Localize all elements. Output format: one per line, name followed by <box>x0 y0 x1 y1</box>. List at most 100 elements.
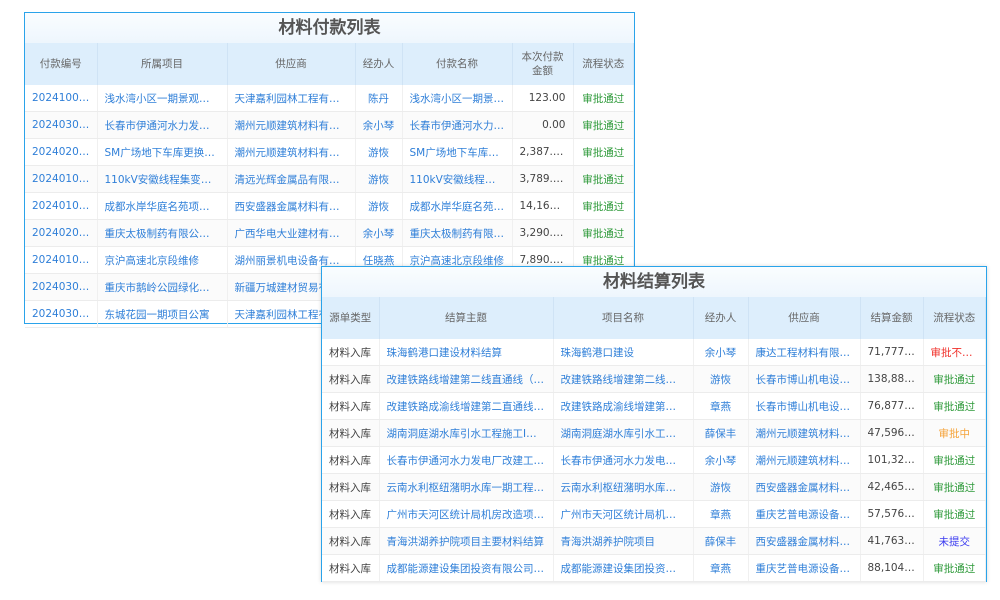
payment-cell-付款编号[interactable]: 2024010009 <box>25 192 98 220</box>
payment-cell-付款名称[interactable]: 110kV安徽线程集变开断 <box>402 165 513 193</box>
payment-cell-付款名称[interactable]: SM广场地下车库更换摄像头 <box>402 138 513 166</box>
settlement-cell-项目名称[interactable]: 改建铁路成渝线增建第二直通线 <box>553 392 694 420</box>
settlement-cell-经办人[interactable]: 余小琴 <box>693 446 749 474</box>
payment-cell-付款编号[interactable]: 2024100001 <box>25 85 98 112</box>
table-row[interactable]: 材料入库湖南洞庭湖水库引水工程施工I标材料结算湖南洞庭湖水库引水工程施工薛保丰潮… <box>322 419 986 447</box>
payment-cell-所属项目[interactable]: 110kV安徽线程集变开断工程 <box>97 165 228 193</box>
settlement-cell-项目名称[interactable]: 珠海鹤港口建设 <box>553 339 694 366</box>
payment-cell-所属项目[interactable]: 成都水岸华庭名苑项目工程 <box>97 192 228 220</box>
payment-cell-付款编号[interactable]: 2024010010 <box>25 165 98 193</box>
settlement-cell-结算主题[interactable]: 改建铁路线增建第二线直通线（成都）材料结算 <box>379 365 554 393</box>
payment-cell-付款编号[interactable]: 2024020012 <box>25 138 98 166</box>
payment-cell-所属项目[interactable]: 长春市伊通河水力发电厂改建工程 <box>97 111 228 139</box>
payment-cell-付款编号[interactable]: 2024030006 <box>25 300 98 328</box>
settlement-cell-供应商[interactable]: 潮州元顺建筑材料有限公司 <box>748 446 861 474</box>
settlement-cell-供应商[interactable]: 长春市博山机电设备有限公司 <box>748 392 861 420</box>
settlement-cell-项目名称[interactable]: 青海洪湖养护院项目 <box>553 527 694 555</box>
payment-cell-付款编号[interactable]: 2024020011 <box>25 219 98 247</box>
payment-cell-经办人[interactable]: 游恢 <box>355 165 403 193</box>
settlement-cell-经办人[interactable]: 游恢 <box>693 365 749 393</box>
column-header[interactable]: 供应商 <box>227 43 356 85</box>
payment-cell-供应商[interactable]: 潮州元顺建筑材料有限公司 <box>227 138 356 166</box>
payment-cell-经办人[interactable]: 陈丹 <box>355 85 403 112</box>
column-header[interactable]: 供应商 <box>748 297 861 339</box>
payment-cell-所属项目[interactable]: 东城花园一期项目公寓 <box>97 300 228 328</box>
column-header[interactable]: 流程状态 <box>573 43 634 85</box>
column-header[interactable]: 流程状态 <box>923 297 986 339</box>
table-row[interactable]: 材料入库云南水利枢纽潴明水库一期工程施工材料云南水利枢纽潴明水库一期游恢西安盛器… <box>322 473 986 501</box>
settlement-cell-结算主题[interactable]: 青海洪湖养护院项目主要材料结算 <box>379 527 554 555</box>
table-row[interactable]: 材料入库广州市天河区统计局机房改造项目材料结算广州市天河区统计局机房改造章燕重庆… <box>322 500 986 528</box>
payment-cell-付款名称[interactable]: 成都水岸华庭名苑项目 <box>402 192 513 220</box>
settlement-cell-供应商[interactable]: 长春市博山机电设备有限公司 <box>748 365 861 393</box>
payment-cell-付款编号[interactable]: 2024010008 <box>25 246 98 274</box>
payment-cell-所属项目[interactable]: 浅水湾小区一期景观提升工程 <box>97 85 228 112</box>
settlement-cell-供应商[interactable]: 康达工程材料有限公司 <box>748 339 861 366</box>
payment-cell-经办人[interactable]: 余小琴 <box>355 219 403 247</box>
settlement-cell-经办人[interactable]: 薛保丰 <box>693 527 749 555</box>
payment-cell-经办人[interactable]: 游恢 <box>355 192 403 220</box>
settlement-cell-供应商[interactable]: 西安盛器金属材料有限公司 <box>748 527 861 555</box>
payment-cell-供应商[interactable]: 天津嘉利园林工程有限公司 <box>227 85 356 112</box>
column-header[interactable]: 经办人 <box>693 297 749 339</box>
table-row[interactable]: 材料入库 珠海鹤港口建设材料结算 珠海鹤港口建设 余小琴 康达工程材料有限公司 71,77… <box>322 339 986 366</box>
column-header[interactable]: 结算金额 <box>860 297 924 339</box>
payment-cell-经办人[interactable]: 游恢 <box>355 138 403 166</box>
table-row[interactable]: 2024010009 成都水岸华庭名苑项目工程 西安盛器金属材料有限公司 游恢 成都水岸… <box>25 192 634 220</box>
table-row[interactable]: 材料入库 青海洪湖养护院项目主要材料结算 青海洪湖养护院项目 薛保丰 西安盛器金属材料有… <box>322 527 986 555</box>
settlement-cell-经办人[interactable]: 章燕 <box>693 500 749 528</box>
table-row[interactable]: 2024030007长春市伊通河水力发电厂改建工程潮州元顺建筑材料有限公司余小琴… <box>25 111 634 139</box>
table-row[interactable]: 材料入库改建铁路线增建第二线直通线（成都）材料结算改建铁路线增建第二线直通线游恢… <box>322 365 986 393</box>
table-row[interactable]: 2024020012 SM广场地下车库更换摄像头 潮州元顺建筑材料有限公司 游恢 SM广… <box>25 138 634 166</box>
settlement-cell-经办人[interactable]: 薛保丰 <box>693 419 749 447</box>
column-header[interactable]: 本次付款 金额 <box>512 43 574 85</box>
payment-cell-付款编号[interactable]: 2024030005 <box>25 273 98 301</box>
settlement-cell-供应商[interactable]: 重庆艺普电源设备有限公司 <box>748 500 861 528</box>
column-header[interactable]: 源单类型 <box>322 297 380 339</box>
settlement-cell-项目名称[interactable]: 成都能源建设集团投资有限公司 <box>553 554 694 582</box>
payment-cell-所属项目[interactable]: 重庆太极制药有限公司厂房 <box>97 219 228 247</box>
payment-cell-供应商[interactable]: 西安盛器金属材料有限公司 <box>227 192 356 220</box>
settlement-cell-结算主题[interactable]: 湖南洞庭湖水库引水工程施工I标材料结算 <box>379 419 554 447</box>
settlement-cell-结算主题[interactable]: 云南水利枢纽潴明水库一期工程施工材料 <box>379 473 554 501</box>
settlement-cell-结算主题[interactable]: 长春市伊通河水力发电厂改建工程材料结算 <box>379 446 554 474</box>
column-header[interactable]: 项目名称 <box>553 297 694 339</box>
table-row[interactable]: 材料入库改建铁路成渝线增建第二直通线（成渝）改建铁路成渝线增建第二直通线章燕长春… <box>322 392 986 420</box>
settlement-cell-经办人[interactable]: 章燕 <box>693 392 749 420</box>
payment-cell-付款名称[interactable]: 浅水湾小区一期景观提升 <box>402 85 513 112</box>
payment-cell-付款编号[interactable]: 2024030007 <box>25 111 98 139</box>
column-header[interactable]: 付款编号 <box>25 43 98 85</box>
settlement-cell-经办人[interactable]: 游恢 <box>693 473 749 501</box>
payment-cell-所属项目[interactable]: 京沪高速北京段维修 <box>97 246 228 274</box>
settlement-cell-项目名称[interactable]: 广州市天河区统计局机房改造 <box>553 500 694 528</box>
payment-cell-所属项目[interactable]: SM广场地下车库更换摄像头 <box>97 138 228 166</box>
settlement-cell-结算主题[interactable]: 成都能源建设集团投资有限公司临时材料 <box>379 554 554 582</box>
table-row[interactable]: 2024100001浅水湾小区一期景观提升工程天津嘉利园林工程有限公司陈丹浅水湾… <box>25 85 634 112</box>
settlement-cell-结算主题[interactable]: 珠海鹤港口建设材料结算 <box>379 339 554 366</box>
settlement-cell-供应商[interactable]: 重庆艺普电源设备有限公司 <box>748 554 861 582</box>
payment-cell-供应商[interactable]: 广西华电大业建材有限公司 <box>227 219 356 247</box>
settlement-cell-结算主题[interactable]: 改建铁路成渝线增建第二直通线（成渝） <box>379 392 554 420</box>
column-header[interactable]: 付款名称 <box>402 43 513 85</box>
payment-cell-经办人[interactable]: 余小琴 <box>355 111 403 139</box>
table-row[interactable]: 2024020011 重庆太极制药有限公司厂房 广西华电大业建材有限公司 余小琴 重庆太… <box>25 219 634 247</box>
column-header[interactable]: 结算主题 <box>379 297 554 339</box>
settlement-cell-供应商[interactable]: 西安盛器金属材料有限公司 <box>748 473 861 501</box>
settlement-cell-项目名称[interactable]: 长春市伊通河水力发电厂改建 <box>553 446 694 474</box>
table-row[interactable]: 材料入库成都能源建设集团投资有限公司临时材料成都能源建设集团投资有限公司章燕重庆… <box>322 554 986 582</box>
settlement-cell-项目名称[interactable]: 改建铁路线增建第二线直通线 <box>553 365 694 393</box>
column-header[interactable]: 所属项目 <box>97 43 228 85</box>
payment-cell-供应商[interactable]: 潮州元顺建筑材料有限公司 <box>227 111 356 139</box>
payment-cell-供应商[interactable]: 清远光辉金属品有限公司 <box>227 165 356 193</box>
table-row[interactable]: 2024010010110kV安徽线程集变开断工程清远光辉金属品有限公司游恢11… <box>25 165 634 193</box>
settlement-cell-经办人[interactable]: 余小琴 <box>693 339 749 366</box>
payment-cell-付款名称[interactable]: 长春市伊通河水力发电厂 <box>402 111 513 139</box>
settlement-cell-结算主题[interactable]: 广州市天河区统计局机房改造项目材料结算 <box>379 500 554 528</box>
payment-cell-付款名称[interactable]: 重庆太极制药有限公司 <box>402 219 513 247</box>
column-header[interactable]: 经办人 <box>355 43 403 85</box>
settlement-cell-项目名称[interactable]: 湖南洞庭湖水库引水工程施工 <box>553 419 694 447</box>
settlement-cell-经办人[interactable]: 章燕 <box>693 554 749 582</box>
settlement-cell-项目名称[interactable]: 云南水利枢纽潴明水库一期 <box>553 473 694 501</box>
payment-cell-所属项目[interactable]: 重庆市鹅岭公园绿化景观 <box>97 273 228 301</box>
table-row[interactable]: 材料入库长春市伊通河水力发电厂改建工程材料结算长春市伊通河水力发电厂改建余小琴潮… <box>322 446 986 474</box>
